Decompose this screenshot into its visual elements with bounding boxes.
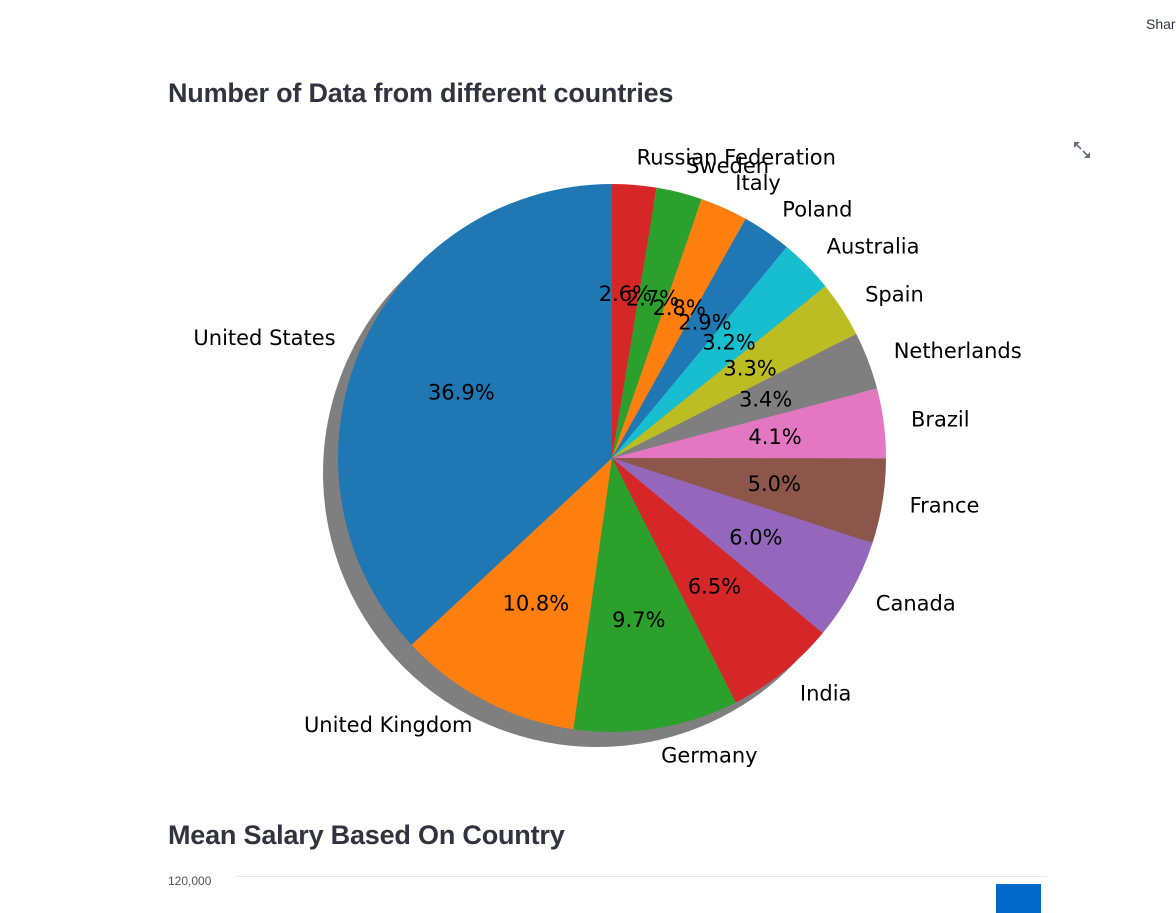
pie-category-label: Germany	[661, 743, 758, 767]
pie-slice	[612, 184, 657, 458]
pie-percent-label: 2.6%	[599, 282, 652, 306]
pie-slice	[612, 458, 873, 634]
pie-percent-label: 3.2%	[702, 331, 755, 355]
pie-category-label: Australia	[827, 234, 920, 258]
pie-percent-labels: 2.6%2.7%2.8%2.9%3.2%3.3% 3.4% 4.1% 5.0% 6.0%…	[428, 282, 802, 632]
pie-percent-label: 6.5%	[688, 575, 741, 599]
pie-percent-label: 3.3%	[723, 357, 776, 381]
pie-percent-label: 5.0%	[748, 472, 801, 496]
pie-category-label: Russian Federation	[637, 146, 836, 170]
pie-percent-label: 36.9%	[428, 380, 495, 404]
pie-category-label: France	[910, 494, 980, 518]
pie-slice	[612, 458, 886, 544]
pie-slice	[612, 333, 878, 458]
pie-percent-label: 10.8%	[503, 592, 570, 616]
pie-slice	[612, 458, 823, 703]
pie-slice	[612, 187, 702, 458]
pie-percent-label: 9.7%	[612, 608, 665, 632]
pie-percent-label: 4.1%	[748, 425, 801, 449]
pie-percent-label: 6.0%	[729, 526, 782, 550]
pie-slices	[338, 184, 887, 733]
pie-percent-label: 2.8%	[653, 296, 706, 320]
pie-percent-label: 3.4%	[739, 388, 792, 412]
pie-category-label: United States	[193, 326, 335, 350]
salary-bar	[996, 884, 1041, 913]
pie-slice	[612, 199, 746, 458]
pie-category-label: United Kingdom	[304, 713, 473, 737]
pie-slice	[612, 388, 887, 459]
pie-category-label: Sweden	[686, 154, 769, 178]
pie-percent-label: 2.9%	[678, 310, 731, 334]
pie-chart: 2.6%2.7%2.8%2.9%3.2%3.3% 3.4% 4.1% 5.0% 6.0%…	[193, 146, 1021, 768]
pie-slice	[612, 247, 826, 458]
pie-category-label: Canada	[876, 592, 956, 616]
y-axis-tick-label: 120,000	[168, 874, 212, 888]
pie-slice	[411, 458, 612, 730]
pie-chart-title: Number of Data from different countries	[168, 78, 674, 108]
pie-category-label: Italy	[735, 171, 781, 195]
pie-category-label: Spain	[865, 282, 924, 306]
pie-category-label: Poland	[782, 197, 852, 221]
y-gridline	[237, 876, 1047, 877]
pie-percent-label: 2.7%	[626, 287, 679, 311]
pie-category-label: Netherlands	[894, 339, 1022, 363]
bar-chart-title: Mean Salary Based On Country	[168, 820, 565, 850]
pie-slice	[612, 286, 857, 458]
pie-category-label: India	[800, 682, 852, 706]
pie-slice	[612, 218, 787, 458]
pie-slice	[338, 184, 612, 645]
pie-slice	[573, 458, 736, 733]
fullscreen-expand-icon[interactable]	[1070, 138, 1094, 162]
pie-category-label: Brazil	[911, 408, 970, 432]
share-menu-link[interactable]: Share	[1146, 16, 1176, 32]
